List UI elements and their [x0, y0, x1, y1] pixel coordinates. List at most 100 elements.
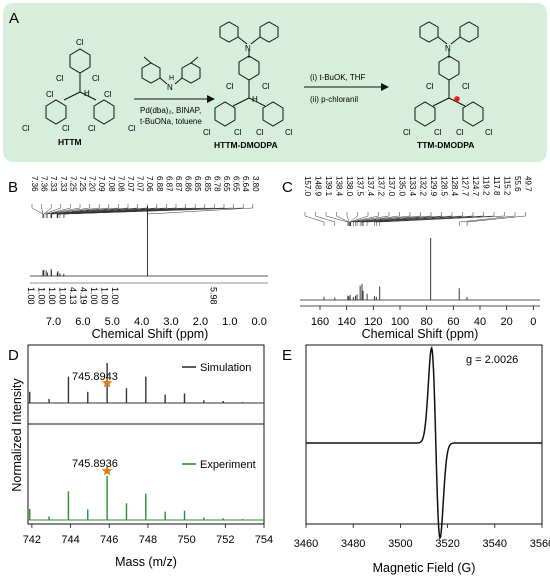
panel-d-frame [27, 344, 265, 525]
atom-cl: Cl [128, 124, 136, 133]
shift-leader [31, 204, 44, 218]
shift-leader [325, 212, 349, 226]
atom-cl: Cl [88, 124, 96, 133]
shift-label: 7.09 [97, 176, 106, 192]
shift-leader [50, 204, 100, 218]
integral-value: 5.98 [209, 287, 219, 305]
shift-label: 6.65 [222, 176, 231, 192]
simulation-legend: Simulation [200, 362, 251, 374]
shift-leader [359, 212, 432, 226]
shift-leader [458, 212, 516, 226]
panel-b-label: B [8, 179, 18, 196]
shift-label: 55.6 [513, 176, 522, 192]
panel-c-shift-labels: 157.0 148.9 139.1 138.4 138.0 137.5 137.4 137.2… [303, 176, 533, 226]
panel-d-label: D [8, 347, 19, 364]
x-tick-label: 0 [530, 316, 536, 328]
panel-c: C 157.0 148.9 139.1 138.4 138.0 137.5 137.4 137… [282, 176, 540, 341]
x-tick-label: 120 [364, 316, 382, 328]
shift-label: 6.87 [164, 176, 173, 192]
panel-a-label: A [9, 10, 19, 27]
panel-a: A Cl Cl Cl Cl Cl Cl Cl Cl Cl H HTTM [3, 3, 547, 162]
x-tick-label: 4.0 [134, 316, 149, 328]
x-tick-label: 3520 [435, 538, 459, 550]
shift-leader [43, 204, 62, 218]
shift-leader [379, 212, 505, 226]
panel-b-integrals: 1.00 1.00 1.00 1.00 4.13 4.19 1.00 1.00 1.00 5.98 [26, 282, 268, 305]
shift-leader [466, 212, 526, 226]
shift-label: 137.2 [377, 176, 386, 197]
atom-cl: Cl [262, 82, 270, 91]
panel-e-label: E [282, 347, 292, 364]
x-tick-label: 3.0 [163, 316, 178, 328]
shift-leader [56, 204, 158, 218]
httm-dmodpa-name: HTTM-DMODPA [214, 140, 278, 150]
panel-c-label: C [282, 179, 293, 196]
shift-label: 127.7 [461, 176, 470, 197]
shift-leader [147, 204, 254, 218]
panel-b-shift-labels: 7.36 7.36 7.33 7.33 7.25 7.25 7.20 7.09 7.08 7.08… [30, 176, 260, 218]
panel-c-spectrum [300, 238, 540, 301]
step2-conditions-line1: (i) t-BuOK, THF [310, 73, 366, 82]
shift-label: 148.9 [314, 176, 323, 197]
shift-leader [376, 212, 495, 226]
x-tick-label: 3480 [341, 538, 365, 550]
x-tick-label: 3540 [483, 538, 507, 550]
shift-label: 135.0 [398, 176, 407, 197]
shift-label: 7.06 [145, 176, 154, 192]
atom-cl: Cl [285, 128, 293, 137]
star-marker [101, 465, 113, 476]
atom-cl: Cl [56, 74, 64, 83]
shift-leader [45, 204, 71, 218]
shift-label: 6.87 [174, 176, 183, 192]
integral-value: 1.00 [100, 287, 110, 305]
panel-d-y-label: Normalized Intensity [10, 378, 24, 492]
shift-label: 7.25 [78, 176, 87, 192]
shift-label: 7.33 [59, 176, 68, 192]
x-tick-label: 3500 [388, 538, 412, 550]
shift-label: 6.78 [212, 176, 221, 192]
atom-cl: Cl [92, 74, 100, 83]
shift-leader [63, 204, 244, 218]
x-tick-label: 5.0 [105, 316, 120, 328]
x-tick-label: 60 [447, 316, 459, 328]
shift-label: 7.36 [30, 176, 39, 192]
atom-cl: Cl [104, 90, 112, 99]
shift-leader [59, 204, 215, 218]
x-tick-label: 1.0 [222, 316, 237, 328]
atom-cl: Cl [485, 128, 493, 137]
shift-leader [45, 204, 81, 218]
panel-c-x-label: Chemical Shift (ppm) [362, 327, 479, 341]
shift-label: 128.4 [450, 176, 459, 197]
shift-label: 138.0 [345, 176, 354, 197]
panel-b: B 7.36 7.36 7.33 7.33 7.25 7.25 7.20 7.09 7.08 7.… [8, 176, 268, 341]
atom-h: H [169, 75, 174, 82]
x-tick-label: 752 [216, 534, 234, 546]
shift-leader [315, 212, 336, 226]
shift-label: 119.2 [482, 176, 491, 196]
shift-label: 157.0 [303, 176, 312, 197]
dmodpa-reagent [141, 56, 201, 85]
shift-label: 49.7 [524, 176, 533, 192]
atom-n: N [445, 44, 451, 53]
x-tick-label: 2.0 [193, 316, 208, 328]
shift-leader [304, 212, 325, 226]
shift-leader [356, 212, 421, 226]
shift-label: 7.25 [68, 176, 77, 192]
shift-label: 128.5 [440, 176, 449, 197]
atom-cl: Cl [226, 82, 234, 91]
panel-b-x-axis: 7.0 6.0 5.0 4.0 3.0 2.0 1.0 0.0 [46, 316, 267, 328]
shift-leader [353, 212, 400, 226]
shift-label: 7.07 [126, 176, 135, 192]
panel-e-x-axis: 3460 3480 3500 3520 3540 3560 [294, 524, 550, 550]
x-tick-label: 744 [61, 534, 79, 546]
atom-cl: Cl [203, 128, 211, 137]
shift-label: 7.36 [40, 176, 49, 192]
shift-label: 7.33 [49, 176, 58, 192]
radical-dot [454, 96, 460, 102]
httm-structure [45, 48, 115, 125]
panel-d-peaks [28, 363, 264, 521]
httm-name: HTTM [58, 137, 82, 147]
shift-label: 7.20 [88, 176, 97, 192]
shift-leader [41, 204, 44, 218]
